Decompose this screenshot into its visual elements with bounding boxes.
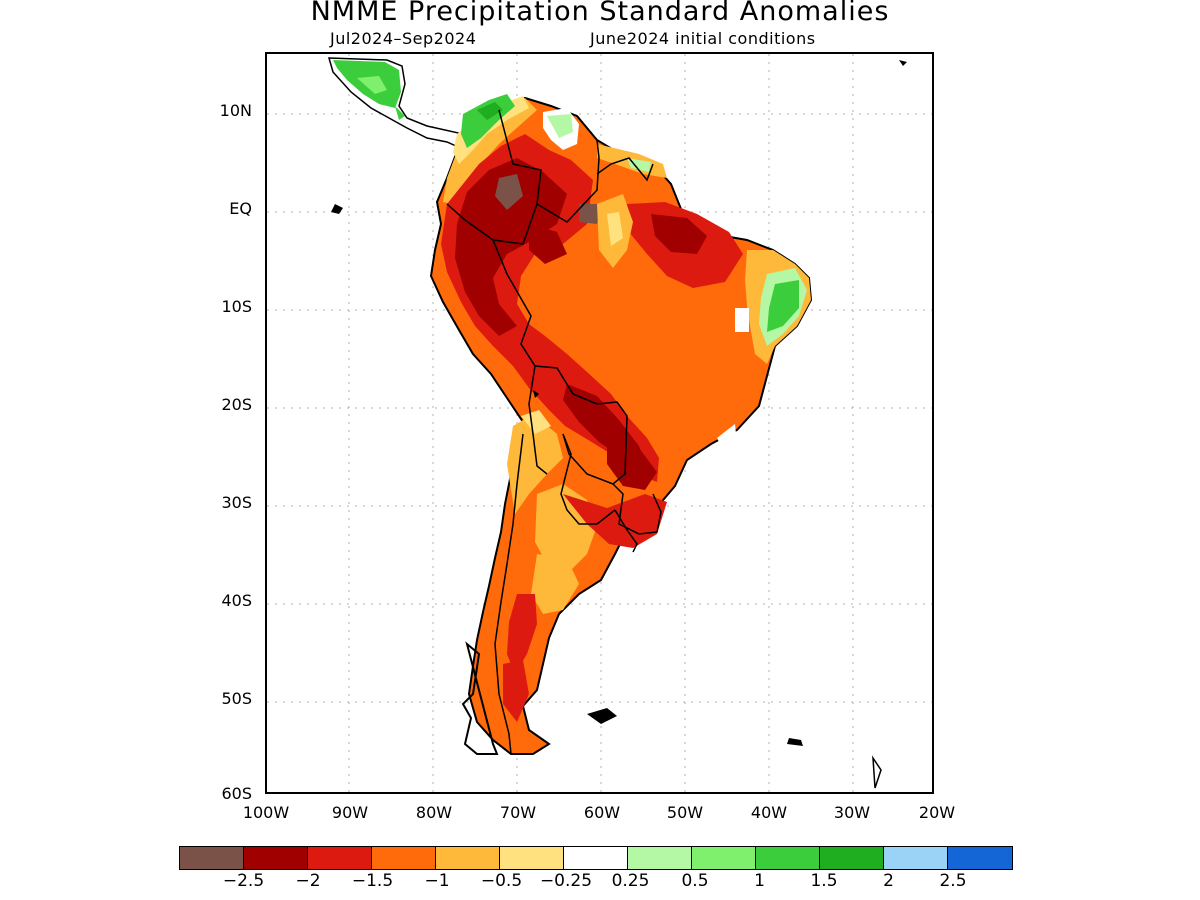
colorbar-tick-label: 2.5 [939,871,967,891]
colorbar-swatch [948,847,1012,869]
colorbar-swatch [564,847,628,869]
lon-label-70w: 70W [499,803,537,822]
country-borders [446,109,662,755]
lon-label-20w: 20W [918,803,956,822]
colorbar-tick-label: −2.5 [222,871,265,891]
colorbar-swatch [180,847,244,869]
colorbar-tick-label: 2 [883,871,894,891]
colorbar-swatch [884,847,948,869]
anomaly-map [267,54,932,792]
colorbar-swatch [628,847,692,869]
map-title: NMME Precipitation Standard Anomalies [310,0,890,27]
colorbar-tick-label: −2 [295,871,321,891]
colorbar-swatch [756,847,820,869]
colorbar-tick-label: 0.5 [681,871,709,891]
colorbar-swatch [308,847,372,869]
lat-label-20s: 20S [221,395,252,414]
colorbar-swatch [820,847,884,869]
lat-label-10s: 10S [221,297,252,316]
falkland-islands [587,708,617,724]
lon-label-60w: 60W [583,803,621,822]
colorbar-tick-label: −0.5 [480,871,523,891]
colorbar-tick-label: −0.25 [539,871,593,891]
lon-label-30w: 30W [833,803,871,822]
lat-label-50s: 50S [221,689,252,708]
lat-label-eq: EQ [229,199,252,218]
colorbar-swatch [372,847,436,869]
lon-label-50w: 50W [666,803,704,822]
map-panel [265,52,934,794]
colorbar-tick-label: 1 [754,871,765,891]
colorbar-swatch [692,847,756,869]
lat-label-60s: 60S [221,784,252,803]
colorbar-swatch [500,847,564,869]
colorbar-tick-label: 0.25 [611,871,650,891]
lon-label-90w: 90W [331,803,369,822]
colorbar-swatch [244,847,308,869]
lat-label-10n: 10N [219,101,252,120]
colorbar-tick-label: 1.5 [810,871,838,891]
lon-label-40w: 40W [750,803,788,822]
lon-label-100w: 100W [242,803,290,822]
colorbar-swatch [436,847,500,869]
lat-label-30s: 30S [221,493,252,512]
colorbar-tick-label: −1 [424,871,450,891]
galapagos-islands [331,204,343,214]
lon-label-80w: 80W [415,803,453,822]
lat-label-40s: 40S [221,591,252,610]
initial-conditions: June2024 initial conditions [590,29,816,48]
colorbar-tick-label: −1.5 [351,871,394,891]
colorbar [179,846,1013,870]
forecast-period: Jul2024–Sep2024 [330,29,477,48]
